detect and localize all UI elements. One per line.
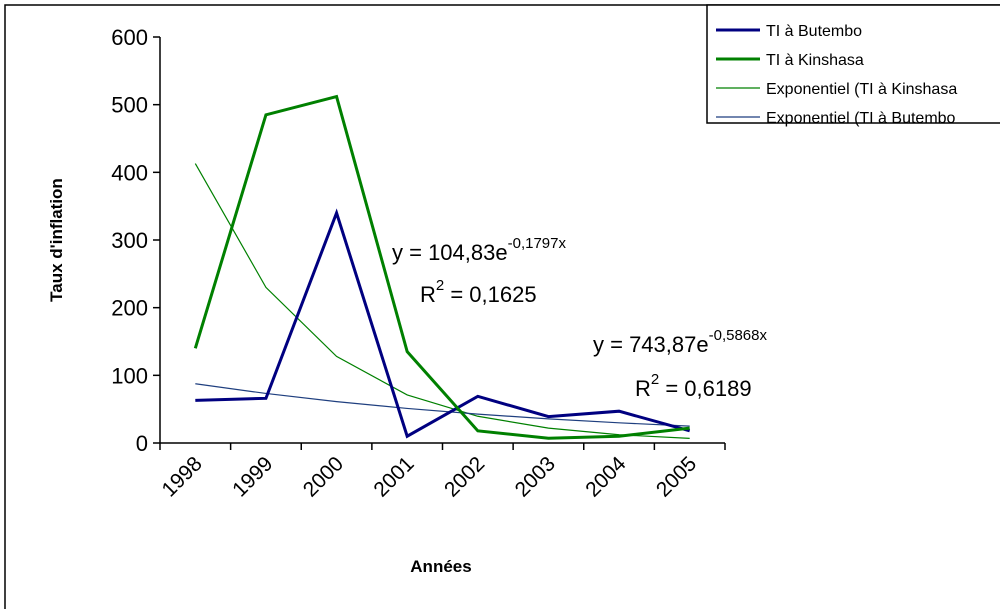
r-exponent: 2 xyxy=(436,277,444,294)
y-tick-label: 600 xyxy=(111,25,148,50)
r-value: = 0,1625 xyxy=(444,282,536,307)
y-axis-title: Taux d'inflation xyxy=(47,178,66,302)
r-label: R xyxy=(635,376,651,401)
equation: y = 104,83e-0,1797x xyxy=(392,235,566,265)
r-squared: R2 = 0,1625 xyxy=(420,277,537,307)
r-squared: R2 = 0,6189 xyxy=(635,371,752,401)
equation: y = 743,87e-0,5868x xyxy=(593,327,767,357)
series-line xyxy=(194,163,690,439)
legend-box xyxy=(706,4,1000,124)
y-tick-label: 0 xyxy=(136,431,148,456)
equation-base: y = 104,83e xyxy=(392,240,508,265)
y-tick-label: 100 xyxy=(111,363,148,388)
equation-exponent: -0,1797x xyxy=(508,235,567,252)
legend-label: Exponentiel (TI à Kinshasa xyxy=(766,81,957,98)
y-tick-label: 400 xyxy=(111,160,148,185)
y-tick-label: 300 xyxy=(111,228,148,253)
equation-base: y = 743,87e xyxy=(593,332,709,357)
r-label: R xyxy=(420,282,436,307)
series-line xyxy=(193,94,690,440)
legend: TI à Butembo TI à Kinshasa Exponentiel (TI… xyxy=(706,4,1000,127)
series-line xyxy=(195,208,691,439)
x-axis-title: Années xyxy=(410,557,471,576)
y-tick-label: 500 xyxy=(111,93,148,118)
legend-label: TI à Kinshasa xyxy=(766,52,864,69)
r-value: = 0,6189 xyxy=(659,376,751,401)
equation-exponent: -0,5868x xyxy=(709,327,768,344)
y-tick-label: 200 xyxy=(111,296,148,321)
legend-label: TI à Butembo xyxy=(766,23,862,40)
r-exponent: 2 xyxy=(651,371,659,388)
legend-label: Exponentiel (TI à Butembo xyxy=(766,110,956,127)
series-line xyxy=(195,383,690,427)
